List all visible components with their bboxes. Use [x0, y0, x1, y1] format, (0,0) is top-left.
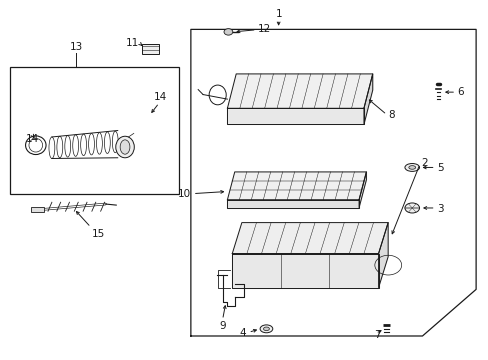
Ellipse shape [260, 325, 272, 333]
Text: 4: 4 [239, 328, 246, 338]
Polygon shape [378, 222, 387, 288]
Ellipse shape [116, 136, 134, 158]
Polygon shape [232, 222, 387, 253]
Circle shape [224, 29, 232, 35]
Text: 3: 3 [436, 204, 443, 214]
Polygon shape [358, 172, 366, 208]
Text: 7: 7 [373, 330, 380, 340]
Ellipse shape [408, 166, 415, 169]
Bar [142, 44, 159, 54]
Ellipse shape [404, 163, 419, 171]
Ellipse shape [404, 203, 419, 213]
Text: 8: 8 [387, 111, 394, 121]
Text: 13: 13 [69, 42, 83, 51]
Text: 9: 9 [219, 321, 225, 331]
Bar [31, 207, 43, 212]
Polygon shape [227, 200, 358, 208]
Text: 1: 1 [275, 9, 282, 19]
Text: 10: 10 [178, 189, 191, 199]
Text: 14: 14 [153, 92, 166, 102]
Polygon shape [227, 74, 372, 108]
Bar [10, 67, 178, 194]
Polygon shape [232, 253, 378, 288]
Text: 6: 6 [457, 87, 463, 97]
Polygon shape [363, 74, 372, 125]
Polygon shape [227, 172, 366, 200]
Text: 11: 11 [125, 38, 139, 48]
Text: 5: 5 [436, 163, 443, 173]
Text: 2: 2 [420, 158, 427, 168]
Ellipse shape [263, 327, 269, 330]
Text: 14: 14 [26, 134, 39, 144]
Ellipse shape [120, 140, 130, 154]
Polygon shape [227, 108, 363, 125]
Text: 12: 12 [257, 24, 270, 34]
Text: 15: 15 [91, 229, 104, 239]
